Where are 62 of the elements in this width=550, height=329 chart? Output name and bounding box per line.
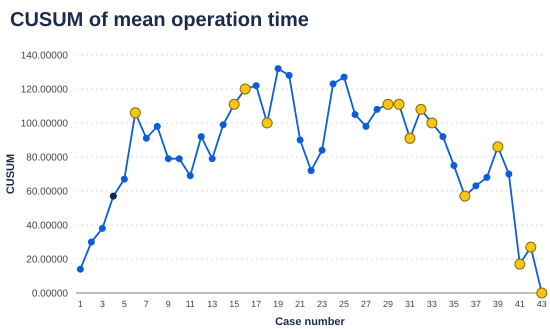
point <box>176 155 183 162</box>
point <box>286 72 293 79</box>
point <box>296 136 304 144</box>
point <box>450 162 458 169</box>
x-tick-label: 1 <box>78 299 83 309</box>
point <box>483 174 490 181</box>
x-tick-label: 37 <box>470 299 481 309</box>
point <box>374 106 381 113</box>
x-tick-label: 31 <box>404 299 415 309</box>
point <box>98 224 106 232</box>
point <box>362 122 370 130</box>
y-tick-label: 140.00000 <box>20 50 68 62</box>
x-tick-label: 9 <box>166 299 171 309</box>
x-tick-label: 23 <box>317 299 328 309</box>
y-tick-label: 20.00000 <box>26 254 68 266</box>
x-tick-label: 39 <box>492 299 503 309</box>
point <box>198 133 205 140</box>
x-tick-label: 43 <box>536 299 547 309</box>
x-tick-label: 21 <box>295 299 306 309</box>
point <box>154 122 161 130</box>
x-tick-label: 41 <box>514 299 525 309</box>
point <box>505 170 512 178</box>
x-tick-label: 3 <box>100 299 105 309</box>
point <box>330 80 337 88</box>
x-tick-label: 15 <box>229 299 240 309</box>
y-tick-label: 120.00000 <box>20 84 68 96</box>
point <box>120 176 128 183</box>
point <box>220 121 227 128</box>
point <box>110 192 117 200</box>
point <box>472 182 480 190</box>
x-tick-label: 19 <box>273 299 284 309</box>
x-tick-label: 13 <box>207 299 218 309</box>
point <box>252 82 260 90</box>
point <box>186 172 194 180</box>
y-tick-label: 60.00000 <box>26 186 68 198</box>
x-tick-label: 11 <box>186 299 195 309</box>
point <box>76 266 84 273</box>
point <box>318 146 326 154</box>
chart-title: CUSUM of mean operation time <box>10 9 309 31</box>
point <box>352 111 359 118</box>
point <box>208 155 216 162</box>
y-tick-label: 0.00000 <box>32 288 68 300</box>
point <box>274 65 282 72</box>
point <box>439 133 446 140</box>
y-tick-label: 100.00000 <box>20 118 68 130</box>
point <box>88 238 95 246</box>
x-tick-label: 35 <box>448 299 459 309</box>
x-tick-label: 7 <box>144 299 149 309</box>
y-tick-label: 80.00000 <box>26 152 68 164</box>
x-tick-label: 25 <box>339 299 350 309</box>
point <box>308 167 315 174</box>
y-axis-title: CUSUM <box>5 154 17 194</box>
point <box>164 155 172 162</box>
point <box>340 74 348 81</box>
x-tick-label: 27 <box>361 299 372 309</box>
point <box>142 134 150 142</box>
x-tick-label: 17 <box>251 299 262 309</box>
x-tick-label: 33 <box>426 299 437 309</box>
x-tick-label: 5 <box>122 299 127 309</box>
x-axis-title: Case number <box>275 316 346 328</box>
y-tick-label: 40.00000 <box>26 220 68 232</box>
x-tick-label: 29 <box>382 299 394 309</box>
